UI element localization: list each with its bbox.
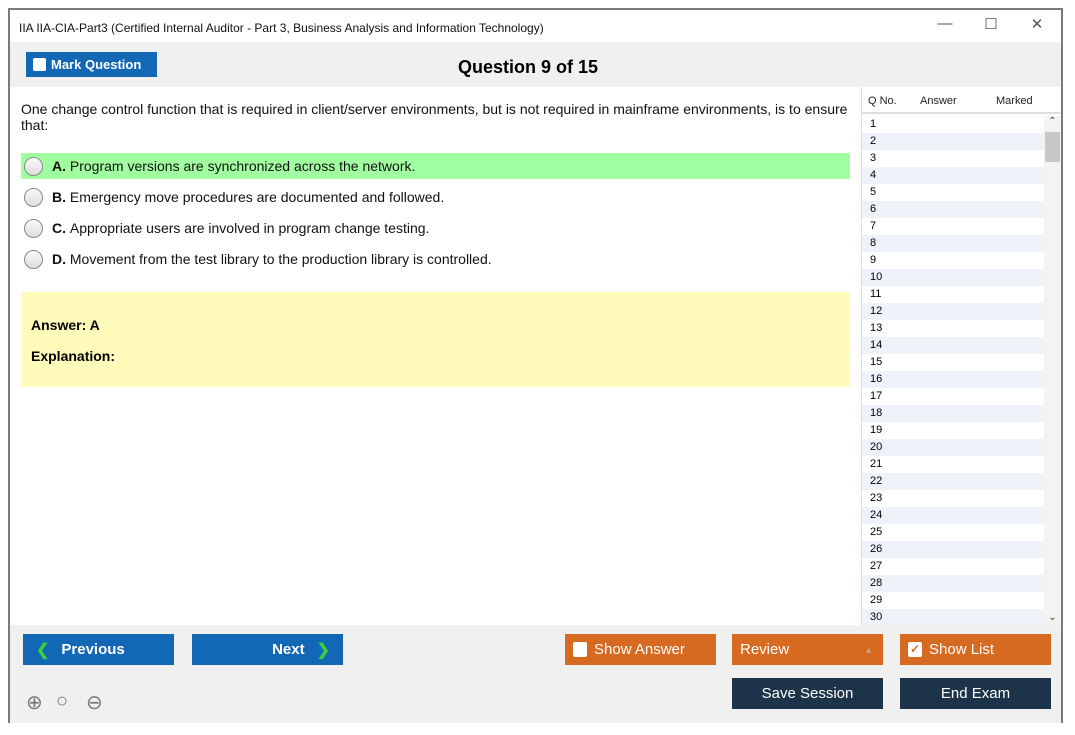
list-row[interactable]: 10 — [862, 269, 1044, 286]
radio-button[interactable] — [24, 249, 43, 269]
option-letter: D. — [52, 251, 66, 267]
option-text: Appropriate users are involved in progra… — [69, 220, 430, 236]
option-d[interactable]: D. Movement from the test library to the… — [21, 246, 850, 272]
header-qno[interactable]: Q No. — [868, 95, 897, 107]
list-row[interactable]: 8 — [862, 235, 1044, 252]
save-session-button[interactable]: Save Session — [732, 678, 883, 709]
option-c[interactable]: C. Appropriate users are involved in pro… — [21, 215, 850, 241]
toolbar: Mark Question Question 9 of 15 — [10, 42, 1061, 87]
zoom-in-icon[interactable]: ⊕ — [26, 692, 43, 714]
next-label: Next — [272, 641, 305, 658]
list-row[interactable]: 5 — [870, 186, 877, 198]
list-row[interactable]: 27 — [870, 560, 883, 572]
option-b[interactable]: B. Emergency move procedures are documen… — [21, 184, 850, 210]
previous-button[interactable]: ❮ Previous — [23, 634, 174, 665]
question-list: Q No. Answer Marked 1 2 3 4 5 6 7 8 9 10 11 12 13 14 1… — [861, 87, 1061, 626]
show-answer-label: Show Answer — [594, 641, 685, 658]
show-list-label: Show List — [929, 641, 995, 658]
list-row[interactable]: 3 — [870, 152, 877, 164]
option-letter: C. — [52, 220, 66, 236]
answer-box: Answer: A Explanation: — [21, 292, 850, 387]
window-title: IIA IIA-CIA-Part3 (Certified Internal Au… — [19, 21, 544, 35]
list-row[interactable]: 30 — [862, 609, 1044, 626]
list-row[interactable]: 9 — [870, 254, 877, 266]
option-text: Movement from the test library to the pr… — [69, 251, 492, 267]
list-row[interactable]: 19 — [870, 424, 883, 436]
list-row[interactable]: 11 — [870, 288, 882, 300]
header-answer[interactable]: Answer — [920, 95, 957, 107]
option-a[interactable]: A. Program versions are synchronized acr… — [21, 153, 850, 179]
list-row[interactable]: 26 — [862, 541, 1044, 558]
question-text: One change control function that is requ… — [21, 101, 848, 133]
scroll-down-icon[interactable]: ⌄ — [1048, 612, 1057, 623]
list-row[interactable]: 6 — [862, 201, 1044, 218]
list-row[interactable]: 2 — [862, 133, 1044, 150]
end-exam-button[interactable]: End Exam — [900, 678, 1051, 709]
answer-label: Answer: A — [31, 317, 100, 333]
list-header: Q No. Answer Marked — [862, 87, 1061, 114]
radio-button[interactable] — [24, 187, 43, 207]
chevron-left-icon: ❮ — [36, 641, 50, 659]
list-row[interactable]: 22 — [862, 473, 1044, 490]
minimize-icon[interactable]: — — [937, 15, 953, 32]
close-icon[interactable]: ✕ — [1030, 16, 1044, 33]
bottom-bar: ❮ Previous Next ❯ Show Answer Review ▲ ✓ Sho… — [10, 625, 1061, 723]
list-row[interactable]: 24 — [862, 507, 1044, 524]
app-window: IIA IIA-CIA-Part3 (Certified Internal Au… — [8, 8, 1063, 723]
option-letter: B. — [52, 189, 66, 205]
list-row[interactable]: 23 — [870, 492, 883, 504]
scroll-thumb[interactable] — [1045, 132, 1060, 162]
list-row[interactable]: 13 — [870, 322, 883, 334]
list-row[interactable]: 14 — [862, 337, 1044, 354]
checkbox-checked-icon: ✓ — [908, 642, 922, 657]
option-text: Emergency move procedures are documented… — [69, 189, 445, 205]
list-row[interactable]: 20 — [862, 439, 1044, 456]
explanation-label: Explanation: — [31, 348, 116, 364]
list-row[interactable]: 18 — [862, 405, 1044, 422]
question-title: Question 9 of 15 — [458, 57, 599, 77]
review-label: Review — [740, 641, 790, 658]
mark-question-label: Mark Question — [51, 57, 142, 72]
next-button[interactable]: Next ❯ — [192, 634, 343, 665]
list-row[interactable]: 15 — [870, 356, 883, 368]
zoom-reset-icon[interactable]: ○ — [56, 690, 69, 712]
list-row[interactable]: 7 — [870, 220, 877, 232]
checkbox-icon — [573, 642, 587, 657]
radio-button[interactable] — [24, 156, 43, 176]
list-row[interactable]: 28 — [862, 575, 1044, 592]
list-row[interactable]: 1 — [870, 118, 877, 130]
mark-question-button[interactable]: Mark Question — [26, 52, 157, 77]
radio-button[interactable] — [24, 218, 43, 238]
show-list-button[interactable]: ✓ Show List — [900, 634, 1051, 665]
review-dropdown[interactable]: Review ▲ — [732, 634, 883, 665]
header-marked[interactable]: Marked — [996, 95, 1033, 107]
list-row[interactable]: 16 — [862, 371, 1044, 388]
caret-up-icon: ▲ — [864, 644, 873, 655]
title-bar: IIA IIA-CIA-Part3 (Certified Internal Au… — [10, 10, 1061, 42]
previous-label: Previous — [61, 641, 125, 658]
list-row[interactable]: 25 — [870, 526, 883, 538]
scroll-up-icon[interactable]: ⌃ — [1048, 116, 1057, 127]
question-panel: One change control function that is requ… — [10, 87, 861, 625]
list-row[interactable]: 4 — [862, 167, 1044, 184]
list-row[interactable]: 17 — [870, 390, 883, 402]
list-scrollbar[interactable]: ⌃ ⌄ — [1044, 116, 1061, 625]
list-row[interactable]: 21 — [870, 458, 883, 470]
show-answer-button[interactable]: Show Answer — [565, 634, 716, 665]
checkbox-icon — [33, 58, 46, 71]
option-letter: A. — [52, 158, 66, 174]
chevron-right-icon: ❯ — [316, 641, 330, 659]
list-row[interactable]: 29 — [870, 594, 883, 606]
zoom-out-icon[interactable]: ⊖ — [86, 692, 103, 714]
option-text: Program versions are synchronized across… — [69, 158, 416, 174]
list-row[interactable]: 12 — [862, 303, 1044, 320]
maximize-icon[interactable]: ☐ — [984, 16, 998, 33]
